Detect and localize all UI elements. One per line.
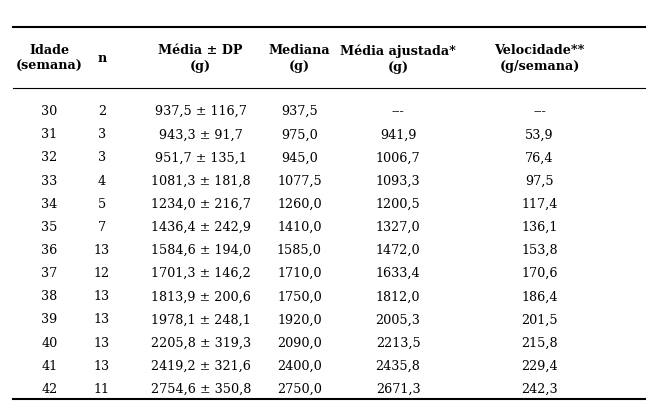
Text: 2213,5: 2213,5 — [376, 336, 420, 349]
Text: 33: 33 — [41, 174, 57, 187]
Text: 1006,7: 1006,7 — [376, 151, 420, 164]
Text: 1920,0: 1920,0 — [277, 313, 322, 326]
Text: 1472,0: 1472,0 — [376, 243, 420, 256]
Text: 2205,8 ± 319,3: 2205,8 ± 319,3 — [151, 336, 251, 349]
Text: 1260,0: 1260,0 — [277, 197, 322, 210]
Text: 39: 39 — [41, 313, 57, 326]
Text: 1410,0: 1410,0 — [277, 220, 322, 233]
Text: 1093,3: 1093,3 — [376, 174, 420, 187]
Text: 37: 37 — [41, 266, 57, 279]
Text: 153,8: 153,8 — [521, 243, 558, 256]
Text: 13: 13 — [94, 336, 110, 349]
Text: 35: 35 — [41, 220, 57, 233]
Text: ---: --- — [533, 105, 546, 118]
Text: 7: 7 — [98, 220, 106, 233]
Text: 42: 42 — [41, 382, 57, 395]
Text: 186,4: 186,4 — [521, 290, 558, 303]
Text: 941,9: 941,9 — [380, 128, 417, 141]
Text: 3: 3 — [98, 151, 106, 164]
Text: 951,7 ± 135,1: 951,7 ± 135,1 — [155, 151, 247, 164]
Text: 1584,6 ± 194,0: 1584,6 ± 194,0 — [151, 243, 251, 256]
Text: 1200,5: 1200,5 — [376, 197, 420, 210]
Text: 41: 41 — [41, 359, 57, 372]
Text: 136,1: 136,1 — [521, 220, 558, 233]
Text: 943,3 ± 91,7: 943,3 ± 91,7 — [159, 128, 243, 141]
Text: 34: 34 — [41, 197, 57, 210]
Text: 4: 4 — [98, 174, 106, 187]
Text: ---: --- — [392, 105, 405, 118]
Text: 5: 5 — [98, 197, 106, 210]
Text: 31: 31 — [41, 128, 57, 141]
Text: 170,6: 170,6 — [521, 266, 558, 279]
Text: 13: 13 — [94, 243, 110, 256]
Text: 2005,3: 2005,3 — [376, 313, 420, 326]
Text: 2090,0: 2090,0 — [277, 336, 322, 349]
Text: 1812,0: 1812,0 — [376, 290, 420, 303]
Text: 13: 13 — [94, 359, 110, 372]
Text: 201,5: 201,5 — [521, 313, 558, 326]
Text: 2750,0: 2750,0 — [277, 382, 322, 395]
Text: 975,0: 975,0 — [281, 128, 318, 141]
Text: 1701,3 ± 146,2: 1701,3 ± 146,2 — [151, 266, 251, 279]
Text: 1633,4: 1633,4 — [376, 266, 420, 279]
Text: 32: 32 — [41, 151, 57, 164]
Text: 1750,0: 1750,0 — [277, 290, 322, 303]
Text: 97,5: 97,5 — [525, 174, 554, 187]
Text: 1234,0 ± 216,7: 1234,0 ± 216,7 — [151, 197, 251, 210]
Text: 11: 11 — [94, 382, 110, 395]
Text: 2435,8: 2435,8 — [376, 359, 420, 372]
Text: 945,0: 945,0 — [281, 151, 318, 164]
Text: 2754,6 ± 350,8: 2754,6 ± 350,8 — [151, 382, 251, 395]
Text: 2400,0: 2400,0 — [277, 359, 322, 372]
Text: 1077,5: 1077,5 — [277, 174, 322, 187]
Text: 215,8: 215,8 — [521, 336, 558, 349]
Text: 3: 3 — [98, 128, 106, 141]
Text: 1585,0: 1585,0 — [277, 243, 322, 256]
Text: Mediana
(g): Mediana (g) — [268, 44, 330, 73]
Text: 1436,4 ± 242,9: 1436,4 ± 242,9 — [151, 220, 251, 233]
Text: Idade
(semana): Idade (semana) — [16, 44, 83, 73]
Text: 2: 2 — [98, 105, 106, 118]
Text: 38: 38 — [41, 290, 57, 303]
Text: 53,9: 53,9 — [525, 128, 554, 141]
Text: 40: 40 — [41, 336, 57, 349]
Text: 2671,3: 2671,3 — [376, 382, 420, 395]
Text: n: n — [97, 52, 107, 65]
Text: 76,4: 76,4 — [525, 151, 554, 164]
Text: Média ajustada*
(g): Média ajustada* (g) — [340, 44, 456, 73]
Text: 229,4: 229,4 — [521, 359, 558, 372]
Text: 937,5 ± 116,7: 937,5 ± 116,7 — [155, 105, 247, 118]
Text: 117,4: 117,4 — [521, 197, 558, 210]
Text: 13: 13 — [94, 313, 110, 326]
Text: 1813,9 ± 200,6: 1813,9 ± 200,6 — [151, 290, 251, 303]
Text: 12: 12 — [94, 266, 110, 279]
Text: 30: 30 — [41, 105, 57, 118]
Text: 1327,0: 1327,0 — [376, 220, 420, 233]
Text: 2419,2 ± 321,6: 2419,2 ± 321,6 — [151, 359, 251, 372]
Text: 36: 36 — [41, 243, 57, 256]
Text: 937,5: 937,5 — [281, 105, 318, 118]
Text: Velocidade**
(g/semana): Velocidade** (g/semana) — [494, 44, 585, 73]
Text: 1710,0: 1710,0 — [277, 266, 322, 279]
Text: 13: 13 — [94, 290, 110, 303]
Text: 242,3: 242,3 — [521, 382, 558, 395]
Text: Média ± DP
(g): Média ± DP (g) — [159, 44, 243, 73]
Text: 1081,3 ± 181,8: 1081,3 ± 181,8 — [151, 174, 251, 187]
Text: 1978,1 ± 248,1: 1978,1 ± 248,1 — [151, 313, 251, 326]
